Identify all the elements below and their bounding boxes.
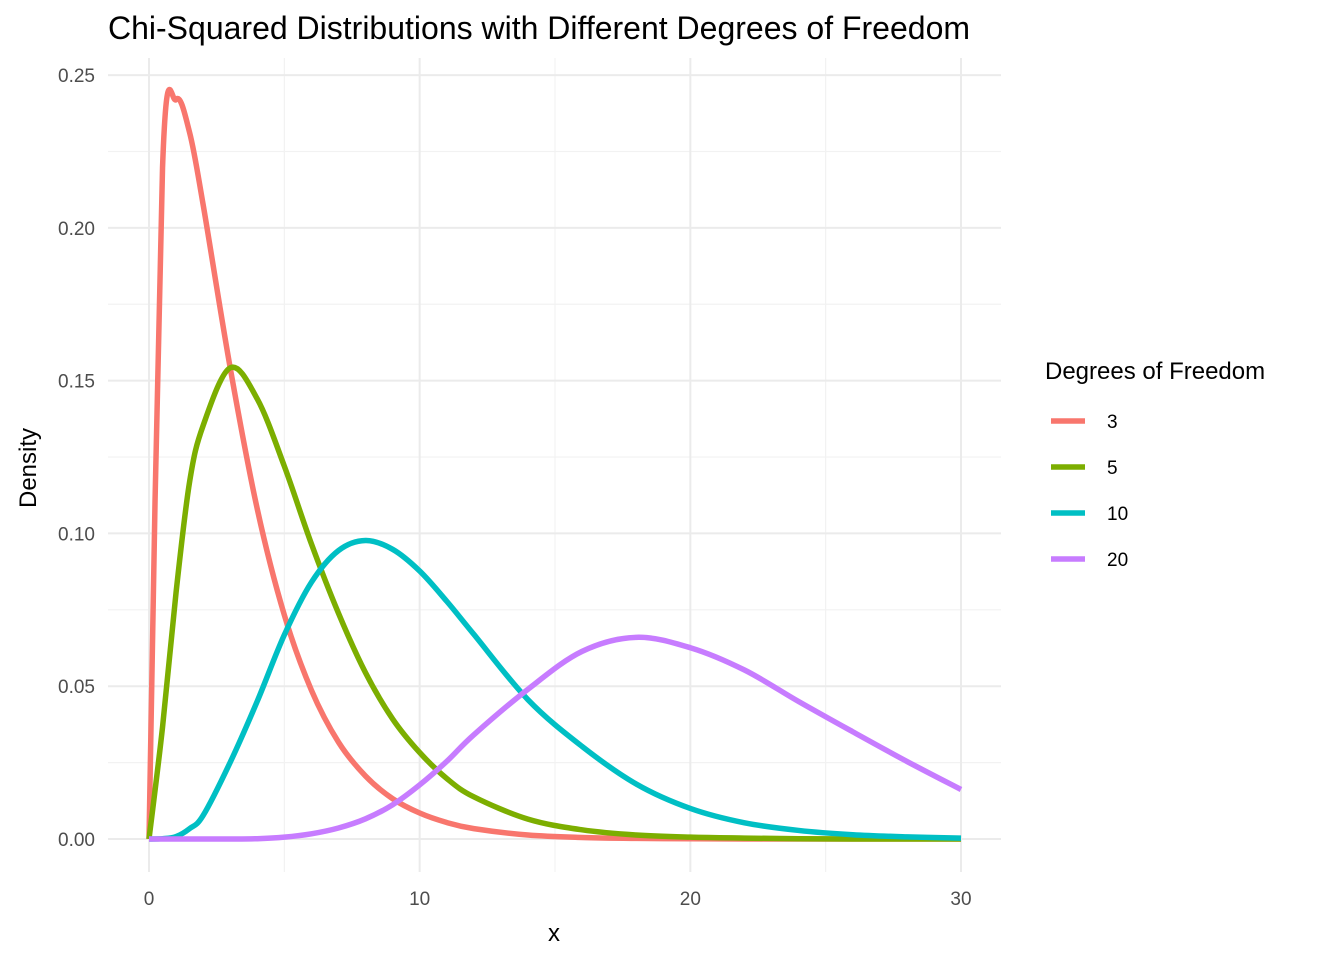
y-tick-label: 0.20	[58, 219, 95, 240]
legend-title: Degrees of Freedom	[1045, 358, 1265, 385]
legend-label-df-3: 3	[1107, 412, 1118, 433]
legend: Degrees of Freedom 3 5 10 20	[1045, 358, 1265, 571]
grid	[108, 58, 1001, 872]
legend-label-df-20: 20	[1107, 550, 1128, 571]
legend-items: 3 5 10 20	[1051, 412, 1128, 571]
tick-labels: 0 10 20 30 0.00 0.05 0.10 0.15 0.20 0.25	[58, 66, 972, 910]
series-line-df-10	[148, 537, 962, 842]
series-lines	[146, 86, 963, 842]
series-line-df-20	[149, 634, 963, 842]
x-tick-label: 0	[144, 889, 155, 910]
legend-label-df-5: 5	[1107, 458, 1118, 479]
y-tick-label: 0.05	[58, 677, 95, 698]
x-tick-label: 30	[950, 889, 971, 910]
legend-label-df-10: 10	[1107, 504, 1128, 525]
x-axis-label: x	[548, 920, 560, 947]
series-line-df-5	[146, 364, 961, 842]
x-tick-label: 20	[680, 889, 701, 910]
y-tick-label: 0.10	[58, 524, 95, 545]
x-tick-label: 10	[409, 889, 430, 910]
y-tick-label: 0.25	[58, 66, 95, 87]
y-tick-label: 0.15	[58, 372, 95, 393]
y-axis-label: Density	[15, 428, 42, 508]
y-tick-label: 0.00	[58, 830, 95, 851]
chart-title: Chi-Squared Distributions with Different…	[108, 10, 970, 46]
